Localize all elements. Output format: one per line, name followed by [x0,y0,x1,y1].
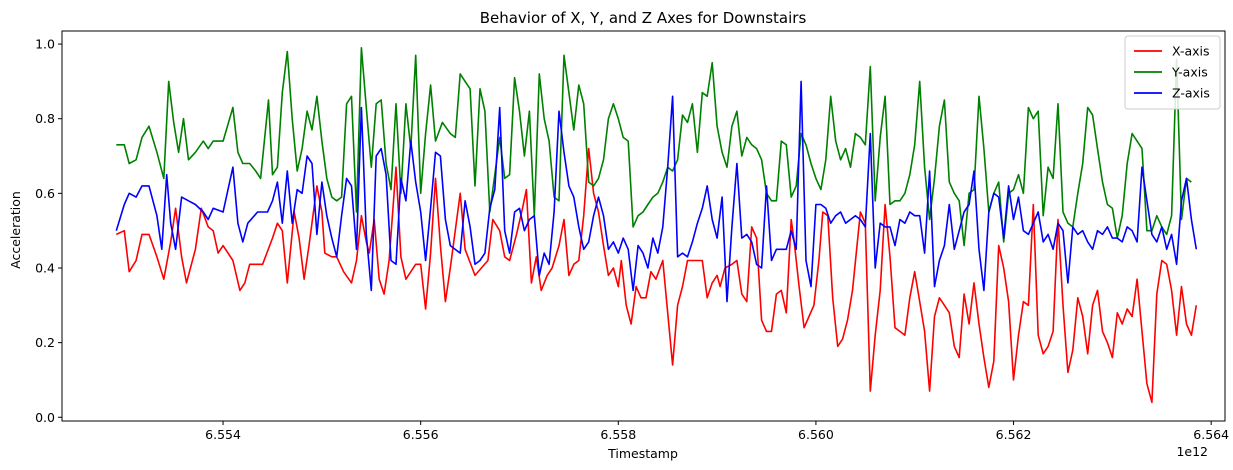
y-tick-label: 0.0 [35,410,55,425]
x-axis-title: Timestamp [607,446,678,461]
plot-frame [61,30,1226,422]
y-axis-ticks: 0.0 0.2 0.4 0.6 0.8 1.0 [35,37,62,425]
y-tick-label: 1.0 [35,37,55,52]
y-tick-label: 0.8 [35,111,55,126]
legend-label-z-axis: Z-axis [1172,86,1210,101]
legend-label-y-axis: Y-axis [1171,65,1208,80]
legend-box [1124,35,1221,110]
series-line-z-axis [115,80,1198,303]
x-tick-label: 6.562 [996,427,1032,442]
x-tick-label: 6.556 [403,427,439,442]
legend: X-axis Y-axis Z-axis [1124,35,1221,110]
x-tick-label: 6.558 [600,427,636,442]
x-tick-label: 6.564 [1193,427,1229,442]
y-tick-label: 0.4 [35,260,55,275]
x-tick-label: 6.560 [798,427,834,442]
y-tick-label: 0.6 [35,186,55,201]
legend-label-x-axis: X-axis [1172,44,1210,59]
y-axis-title: Acceleration [8,191,23,269]
x-axis-ticks: 6.554 6.556 6.558 6.560 6.562 6.564 [205,421,1229,442]
series-line-y-axis [116,47,1192,247]
y-tick-label: 0.2 [35,335,55,350]
x-axis-offset-label: 1e12 [1176,444,1208,459]
chart-title: Behavior of X, Y, and Z Axes for Downsta… [480,9,807,27]
plot-lines [115,47,1198,404]
x-tick-label: 6.554 [205,427,241,442]
series-line-x-axis [115,147,1198,404]
